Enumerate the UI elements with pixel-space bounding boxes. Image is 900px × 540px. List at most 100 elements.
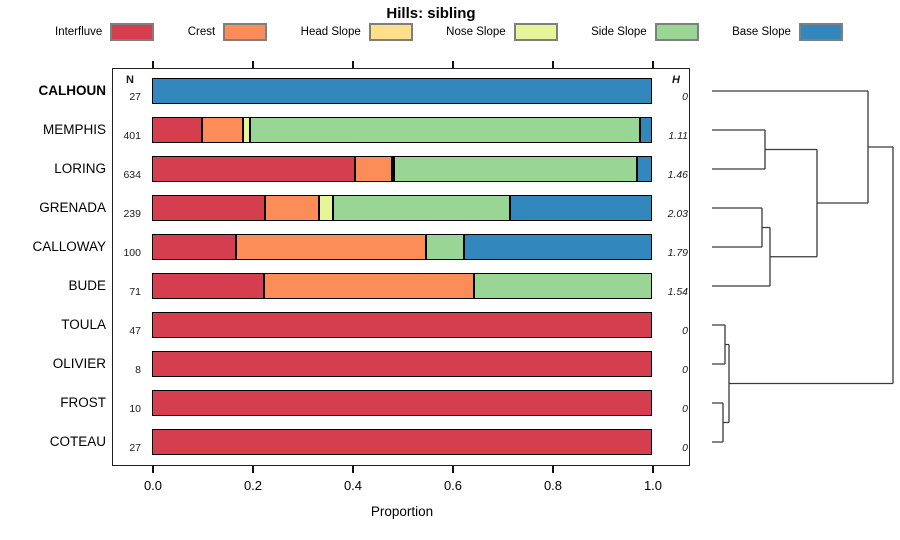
h-value: 0 [682,364,688,376]
bar-segment-side-slope [249,117,640,143]
h-value: 1.46 [667,169,688,181]
n-value: 71 [129,286,141,298]
row-label: OLIVIER [52,356,106,371]
axis-tick-bottom [652,466,654,473]
axis-tick-label: 0.2 [243,478,263,493]
legend-label: Base Slope [732,26,791,38]
bar-row [152,78,652,104]
h-value: 0 [682,403,688,415]
legend-swatch-interfluve [110,23,155,41]
row-label: FROST [60,395,106,410]
row-label: CALLOWAY [32,239,106,254]
legend-item: Interfluve [55,23,155,41]
n-value: 100 [123,247,141,259]
n-value: 239 [123,208,141,220]
bar-row [152,156,652,182]
bar-segment-side-slope [394,156,637,182]
axis-tick-bottom [352,466,354,473]
legend: Interfluve Crest Head Slope Nose Slope Side … [55,23,843,41]
h-value: 1.79 [667,247,688,259]
h-value: 2.03 [667,208,688,220]
axis-tick-label: 0.0 [143,478,163,493]
legend-item: Base Slope [732,23,843,41]
row-label: COTEAU [49,434,106,449]
legend-item: Head Slope [301,23,413,41]
axis-title: Proportion [370,504,434,519]
bar-row [152,234,652,260]
bar-segment-side-slope [333,195,510,221]
legend-item: Side Slope [591,23,699,41]
bar-segment-crest [202,117,243,143]
h-value: 0 [682,91,688,103]
bar-segment-crest [354,156,392,182]
bar-segment-nose-slope [243,117,250,143]
n-value: 27 [129,442,141,454]
chart-title: Hills: sibling [386,5,476,22]
n-column-header: N [126,74,134,86]
bar-segment-side-slope [425,234,464,260]
axis-tick-top [552,61,554,68]
axis-tick-label: 0.4 [343,478,363,493]
legend-label: Nose Slope [446,26,506,38]
bar-segment-crest [265,195,319,221]
h-column-header: H [672,74,680,86]
n-value: 27 [129,91,141,103]
axis-tick-top [652,61,654,68]
bar-segment-nose-slope [318,195,333,221]
row-label: CALHOUN [38,83,107,98]
axis-tick-top [252,61,254,68]
legend-item: Crest [187,23,268,41]
h-value: 0 [682,325,688,337]
bar-segment-crest [263,273,474,299]
bar-segment-crest [235,234,426,260]
legend-swatch-head-slope [368,23,413,41]
bar-segment-base-slope [639,117,652,143]
bar-row [152,117,652,143]
bar-row [152,351,652,377]
legend-swatch-base-slope [798,23,843,41]
legend-label: Head Slope [300,26,361,38]
h-value: 1.54 [667,286,688,298]
axis-tick-label: 1.0 [643,478,663,493]
bar-segment-interfluve [152,234,236,260]
bar-segment-base-slope [637,156,652,182]
bar-segment-interfluve [152,117,202,143]
bar-segment-base-slope [464,234,652,260]
bar-segment-interfluve [152,273,264,299]
n-value: 10 [129,403,141,415]
axis-tick-bottom [452,466,454,473]
n-value: 47 [129,325,141,337]
axis-tick-bottom [552,466,554,473]
plot-area [112,68,690,466]
bar-row [152,195,652,221]
bar-row [152,390,652,416]
n-value: 401 [123,130,141,142]
axis-tick-top [352,61,354,68]
n-value: 634 [123,169,141,181]
bar-row [152,273,652,299]
axis-tick-top [452,61,454,68]
bar-segment-side-slope [473,273,652,299]
legend-item: Nose Slope [446,23,558,41]
bar-segment-nose-slope [392,156,394,182]
h-value: 1.11 [668,130,688,142]
axis-tick-bottom [152,466,154,473]
axis-tick-label: 0.6 [443,478,463,493]
legend-swatch-nose-slope [513,23,558,41]
row-label: GRENADA [39,200,106,215]
bar-segment-interfluve [152,351,652,377]
axis-tick-bottom [252,466,254,473]
legend-swatch-crest [223,23,268,41]
axis-tick-label: 0.8 [543,478,563,493]
legend-label: Crest [187,26,216,38]
axis-tick-top [152,61,154,68]
bar-segment-interfluve [152,312,652,338]
h-value: 0 [682,442,688,454]
bar-segment-interfluve [152,390,652,416]
dendrogram-lines [712,90,894,443]
legend-label: Side Slope [591,26,647,38]
bar-segment-base-slope [509,195,652,221]
bar-row [152,312,652,338]
bar-segment-base-slope [152,78,652,104]
